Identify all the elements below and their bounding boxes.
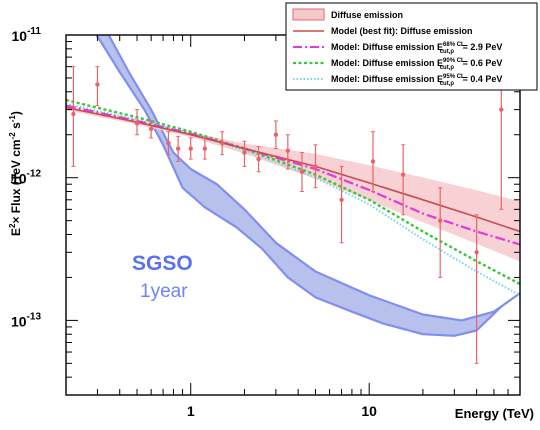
data-point-marker [370, 159, 376, 164]
x-axis-title: Energy (TeV) [455, 406, 534, 421]
y-tick-label-base: 10 [12, 28, 28, 44]
y-axis-title-close: ) [9, 111, 23, 115]
data-point [134, 109, 140, 136]
data-point [273, 120, 279, 150]
y-tick-label: 10-13 [11, 311, 41, 329]
data-point-marker [299, 169, 305, 174]
y-axis-title-mid: × Flux (TeV cm [9, 139, 23, 223]
data-point-marker [95, 82, 100, 87]
x-tick-label: 1 [187, 403, 195, 419]
data-point [148, 120, 154, 139]
legend-label-cut68-sup: 68% CL [443, 42, 465, 48]
data-point [202, 137, 208, 160]
plot-area [66, 35, 520, 364]
annotation-1year: 1year [140, 281, 188, 302]
data-point-marker [273, 132, 279, 137]
data-point-marker [71, 111, 76, 117]
y-axis-title: E2× Flux (TeV cm-2 s-1) [8, 111, 23, 236]
data-point-marker [175, 146, 181, 151]
legend-label-cut90-tail: = 0.6 PeV [460, 58, 502, 68]
legend-label-cut95-main: Model: Diffuse emission E [331, 74, 443, 84]
data-point-marker [474, 250, 479, 255]
y-tick-label-exponent: -13 [27, 311, 42, 322]
y-axis-title-end: s [9, 122, 23, 132]
y-tick-label: 10-12 [11, 169, 41, 187]
data-point [175, 135, 181, 162]
y-axis-title-base-sup: 2 [8, 223, 17, 228]
y-tick-label-exponent: -12 [27, 169, 42, 180]
legend-label-best-fit: Model (best fit): Diffuse emission [331, 26, 473, 36]
data-point [474, 214, 479, 364]
data-point-marker [202, 146, 208, 151]
data-point-marker [499, 107, 504, 112]
y-axis-title-base: E [9, 228, 23, 236]
data-point [166, 131, 171, 156]
legend-label-cut90: Model: Diffuse emission E90% CL cut,p = 0… [331, 58, 502, 71]
legend-label-diffuse-emission: Diffuse emission [331, 10, 403, 20]
data-point [370, 131, 376, 193]
legend-label-cut68-tail: = 2.9 PeV [460, 42, 502, 52]
legend-label-cut90-main: Model: Diffuse emission E [331, 58, 443, 68]
model-uncertainty-band [66, 105, 520, 262]
legend-label-cut95-sup: 95% CL [443, 74, 465, 80]
y-tick-label-base: 10 [11, 171, 27, 187]
data-point [299, 152, 305, 193]
y-tick-label: 10-11 [12, 26, 42, 44]
legend-label-cut68-main: Model: Diffuse emission E [331, 42, 443, 52]
data-point [339, 165, 344, 244]
data-point-marker [285, 148, 291, 153]
data-point [400, 144, 406, 216]
data-point [219, 131, 225, 156]
legend-label-cut95-tail: = 0.4 PeV [460, 74, 502, 84]
data-point [242, 140, 247, 167]
data-point-marker [242, 150, 247, 155]
data-point-marker [400, 172, 406, 177]
data-point [499, 71, 504, 210]
y-tick-label-exponent: -11 [27, 26, 41, 37]
data-point-marker [134, 121, 140, 126]
legend: Diffuse emission Model (best fit): Diffu… [285, 2, 538, 91]
legend-label-cut95-sub: cut,p [440, 81, 455, 87]
data-point [313, 144, 318, 189]
legend-label-cut90-sup: 90% CL [443, 58, 465, 64]
data-point-marker [313, 164, 318, 169]
legend-label-cut68: Model: Diffuse emission E68% CL cut,p = 2… [331, 42, 502, 55]
data-points-layer [71, 66, 504, 364]
y-axis-title-end-sup: -1 [8, 115, 17, 123]
data-point [95, 66, 100, 107]
data-point [256, 146, 261, 173]
data-point [438, 187, 443, 278]
legend-box [285, 2, 538, 91]
data-point [71, 66, 76, 167]
data-point-marker [339, 197, 344, 202]
data-point-marker [438, 218, 443, 223]
y-tick-label-base: 10 [11, 313, 27, 329]
y-axis-title-mid-sup: -2 [8, 132, 17, 140]
legend-label-cut95: Model: Diffuse emission E95% CL cut,p = 0… [331, 74, 502, 87]
data-point-marker [219, 140, 225, 146]
data-point [285, 134, 291, 170]
legend-swatch-band [292, 8, 325, 21]
x-tick-label: 10 [361, 403, 377, 419]
legend-label-cut68-sub: cut,p [440, 49, 455, 55]
annotation-sgso: SGSO [132, 252, 193, 275]
data-point-marker [256, 156, 261, 162]
legend-label-cut90-sub: cut,p [440, 65, 455, 71]
data-point-marker [166, 140, 171, 146]
data-point [188, 137, 193, 160]
data-point-marker [188, 146, 193, 151]
data-point-marker [148, 126, 154, 132]
